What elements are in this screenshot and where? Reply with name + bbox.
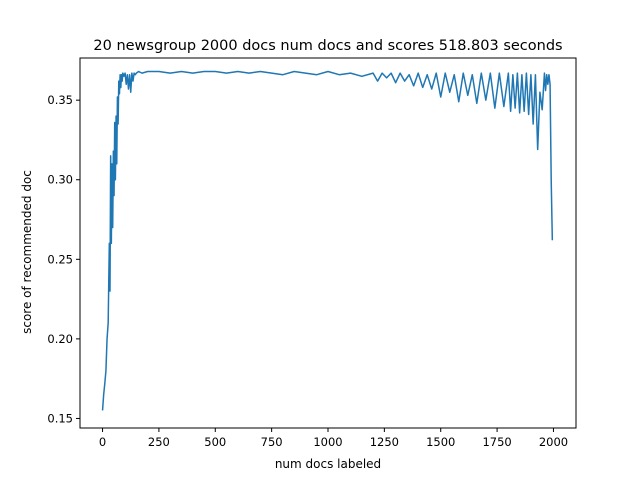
chart-title: 20 newsgroup 2000 docs num docs and scor… bbox=[93, 38, 562, 54]
plot-area bbox=[101, 70, 554, 411]
x-tick-label: 750 bbox=[261, 435, 283, 449]
x-axis-label: num docs labeled bbox=[275, 457, 381, 471]
y-tick-label: 0.35 bbox=[47, 93, 73, 107]
x-tick-label: 1000 bbox=[313, 435, 342, 449]
axes-frame bbox=[79, 57, 577, 429]
x-tick-label: 2000 bbox=[539, 435, 568, 449]
x-tick-label: 1750 bbox=[482, 435, 511, 449]
y-tick-label: 0.25 bbox=[47, 252, 73, 266]
x-tick-label: 1250 bbox=[370, 435, 399, 449]
y-tick-label: 0.30 bbox=[47, 173, 73, 187]
x-axis-ticks: 0 250 500 750 1000 1250 1500 1750 2000 bbox=[99, 428, 568, 449]
x-tick-label: 500 bbox=[204, 435, 226, 449]
y-axis-ticks: 0.15 0.20 0.25 0.30 0.35 bbox=[47, 93, 80, 425]
x-tick-label: 0 bbox=[99, 435, 106, 449]
series-line bbox=[101, 70, 554, 411]
x-tick-label: 1500 bbox=[426, 435, 455, 449]
y-tick-label: 0.20 bbox=[47, 332, 73, 346]
x-tick-label: 250 bbox=[148, 435, 170, 449]
y-tick-label: 0.15 bbox=[47, 411, 73, 425]
y-axis-label: score of recommended doc bbox=[20, 170, 34, 334]
